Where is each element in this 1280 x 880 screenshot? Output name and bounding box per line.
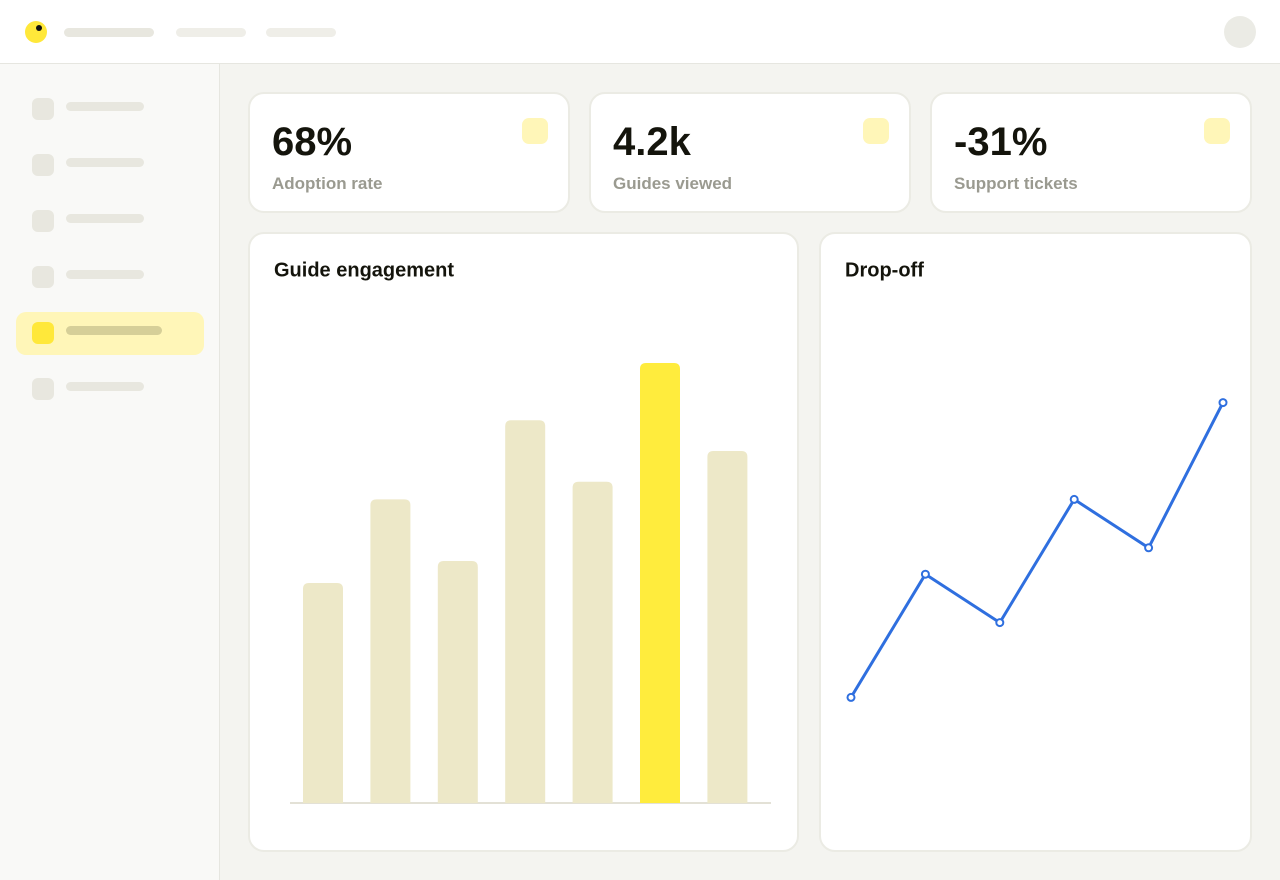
nav-placeholder[interactable] <box>176 28 246 37</box>
kpi-label: Adoption rate <box>272 174 383 193</box>
kpi-card: 4.2k Guides viewed <box>589 92 911 213</box>
kpi-label: Guides viewed <box>613 174 733 193</box>
kpi-icon <box>522 118 548 144</box>
kpi-card: 68% Adoption rate <box>248 92 570 213</box>
avatar[interactable] <box>1224 16 1256 48</box>
nav-icon[interactable] <box>32 98 54 120</box>
chart-title: Drop-off <box>845 259 924 281</box>
kpi-label: Support tickets <box>954 174 1078 193</box>
nav-icon[interactable] <box>32 266 54 288</box>
point <box>1144 543 1154 553</box>
logo[interactable] <box>25 21 47 43</box>
kpi-card: -31% Support tickets <box>930 92 1252 213</box>
bar <box>437 561 478 803</box>
bar <box>707 451 748 803</box>
point <box>1218 398 1228 408</box>
chart-title: Guide engagement <box>274 259 454 281</box>
nav-icon[interactable] <box>32 154 54 176</box>
bar <box>505 420 546 803</box>
nav-placeholder[interactable] <box>66 270 144 279</box>
nav-placeholder[interactable] <box>64 28 154 37</box>
sidebar <box>0 64 220 880</box>
bar <box>370 499 411 803</box>
point <box>1069 494 1079 504</box>
kpi-value: 4.2k <box>613 120 691 164</box>
logo-dot <box>36 25 42 31</box>
bar <box>303 583 343 803</box>
nav-icon[interactable] <box>32 322 54 344</box>
nav-icon[interactable] <box>32 210 54 232</box>
kpi-value: 68% <box>272 120 353 164</box>
bar <box>572 481 613 803</box>
nav-icon[interactable] <box>32 378 54 400</box>
nav-placeholder[interactable] <box>66 102 144 111</box>
point <box>995 618 1005 628</box>
point <box>920 569 930 579</box>
nav-placeholder[interactable] <box>66 382 144 391</box>
bar <box>640 363 680 803</box>
top-bar <box>0 0 1280 64</box>
nav-placeholder[interactable] <box>66 158 144 167</box>
kpi-icon <box>863 118 889 144</box>
point <box>846 692 856 702</box>
chart-card: Drop-off <box>819 232 1252 852</box>
nav-placeholder[interactable] <box>266 28 336 37</box>
nav-placeholder[interactable] <box>66 214 144 223</box>
line <box>849 401 1225 699</box>
kpi-icon <box>1204 118 1230 144</box>
chart-card: Guide engagement <box>248 232 799 852</box>
kpi-value: -31% <box>954 120 1048 164</box>
nav-placeholder[interactable] <box>66 326 162 335</box>
